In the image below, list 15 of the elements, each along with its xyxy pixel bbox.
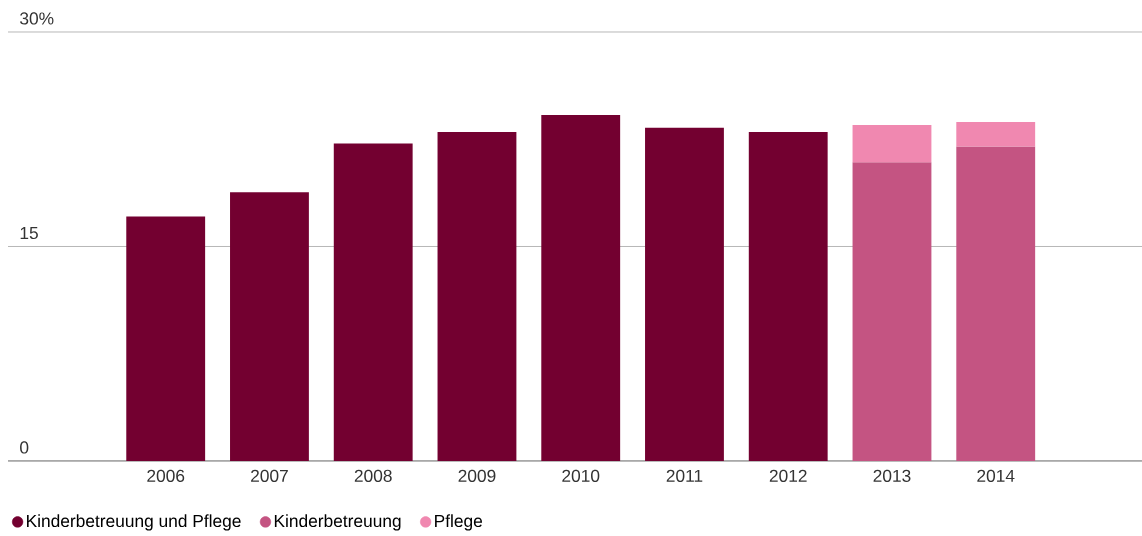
- x-tick-label: 2010: [562, 469, 600, 482]
- x-tick-label: 2011: [666, 469, 703, 482]
- x-tick-label: 2006: [147, 469, 185, 482]
- x-tick-label: 2009: [458, 469, 496, 482]
- legend-label: Kinderbetreuung: [274, 514, 401, 531]
- legend-label: Kinderbetreuung und Pflege: [27, 514, 241, 531]
- y-tick-label: 30%: [20, 12, 54, 25]
- legend-label: Pflege: [435, 514, 483, 531]
- x-tick-label: 2014: [977, 469, 1015, 482]
- x-tick-label: 2012: [769, 469, 807, 482]
- x-tick-label: 2008: [354, 469, 392, 482]
- y-tick-label: 15: [20, 227, 38, 240]
- x-tick-label: 2007: [251, 469, 288, 482]
- x-tick-label: 2013: [873, 469, 911, 482]
- y-tick-label: 0: [20, 441, 29, 454]
